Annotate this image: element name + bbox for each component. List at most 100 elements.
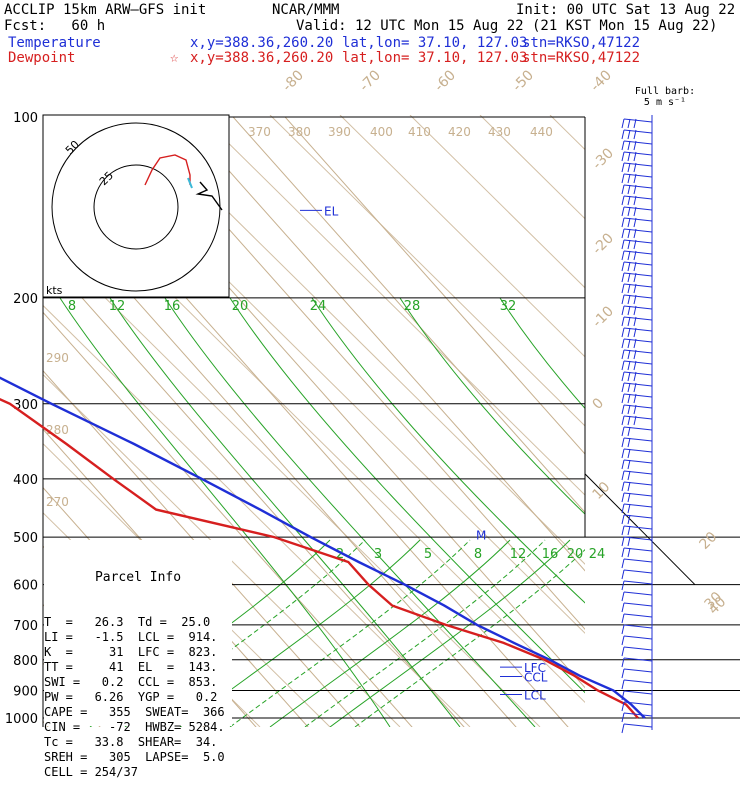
parcel-info-row: SREH = 305 LAPSE= 5.0 — [44, 750, 225, 764]
wind-barb — [623, 129, 653, 134]
wind-barb — [623, 514, 653, 519]
adiabat-line — [269, 115, 585, 427]
pressure-tick-label: 600 — [13, 579, 38, 594]
mixing-label: 20 — [567, 547, 584, 562]
init-time: Init: 00 UTC Sat 13 Aug 22 — [516, 2, 736, 18]
wind-barb — [623, 415, 653, 420]
wind-barb-flag — [633, 393, 637, 404]
wind-barb-flag — [621, 646, 625, 657]
wind-barb — [623, 613, 653, 618]
wind-barb — [623, 690, 653, 695]
theta-label: 430 — [488, 125, 511, 139]
wind-barb-flag — [627, 217, 631, 228]
wind-barb-flag — [621, 569, 625, 580]
wind-barb — [623, 558, 653, 563]
wind-barb — [623, 360, 653, 365]
pressure-tick-label: 500 — [13, 531, 38, 546]
wind-barb — [623, 580, 653, 585]
wind-barb-flag — [627, 338, 631, 349]
wind-barb — [623, 657, 653, 662]
dewpoint-station: stn=RKSO,47122 — [522, 50, 641, 66]
wind-barb — [623, 503, 653, 508]
wind-barb — [623, 701, 653, 706]
wind-barb-flag — [621, 195, 625, 206]
parcel-info-row: T = 26.3 Td = 25.0 — [44, 615, 211, 629]
org-label: NCAR/MMM — [272, 2, 340, 18]
wind-barb — [623, 426, 653, 431]
isotherm-line — [232, 116, 585, 514]
temperature-latlon: lat,lon= 37.10, 127.03 — [342, 35, 528, 51]
parcel-info-row: PW = 6.26 YGP = 0.2 — [44, 690, 218, 704]
wind-barb-flag — [621, 206, 625, 217]
wind-barb — [623, 338, 653, 343]
theta-label: 370 — [248, 125, 271, 139]
wind-barb-flag — [621, 514, 625, 525]
wind-barb — [623, 294, 653, 299]
level-marker-label: LCL — [524, 689, 546, 703]
wind-barb — [623, 591, 653, 596]
theta-label: 280 — [46, 423, 69, 437]
mixing-line — [499, 297, 585, 410]
mixing-label: 28 — [404, 299, 421, 314]
wind-barb-flag — [627, 250, 631, 261]
wind-barb-flag — [621, 151, 625, 162]
mixing-line — [311, 297, 585, 604]
wind-barb-flag — [633, 184, 637, 195]
wind-barb-flag — [621, 184, 625, 195]
wind-barb — [623, 646, 653, 651]
wind-barb-flag — [633, 327, 637, 338]
wind-barb-flag — [621, 679, 625, 690]
parcel-info-row: K = 31 LFC = 823. — [44, 645, 218, 659]
parcel-info-row: LI = -1.5 LCL = 914. — [44, 630, 218, 644]
wind-barb-flag — [627, 437, 631, 448]
hodograph-axis-label: kts — [46, 284, 63, 297]
forecast-hour: Fcst: 60 h — [4, 18, 106, 34]
mixing-label: 16 — [542, 547, 559, 562]
wind-barb-flag — [633, 228, 637, 239]
adiabat-line — [199, 115, 585, 496]
parcel-info-panel: Parcel Info T = 26.3 Td = 25.0 LI = -1.5 … — [44, 540, 232, 779]
wind-barb-flag — [621, 415, 625, 426]
wind-barb-flag — [627, 514, 631, 525]
wind-barb — [623, 261, 653, 266]
valid-time: Valid: 12 UTC Mon 15 Aug 22 (21 KST Mon … — [296, 18, 718, 34]
wind-barb — [623, 536, 653, 541]
theta-label: 420 — [448, 125, 471, 139]
wind-barb-flag — [621, 305, 625, 316]
wind-barb-flag — [621, 129, 625, 140]
theta-label: 380 — [288, 125, 311, 139]
wind-barb — [623, 217, 653, 222]
wind-barb-flag — [621, 437, 625, 448]
wind-barb-flag — [621, 723, 625, 734]
wind-barb-flag — [621, 371, 625, 382]
wind-barb-flag — [627, 195, 631, 206]
wind-barb-flag — [627, 382, 631, 393]
wind-barb-flag — [627, 404, 631, 415]
wind-barb — [623, 305, 653, 310]
adiabat-line — [409, 115, 585, 289]
wind-barb — [623, 437, 653, 442]
level-marker-label: M — [476, 528, 486, 542]
wind-barb-flag — [627, 305, 631, 316]
wind-barb-flag — [627, 459, 631, 470]
wind-barb — [623, 371, 653, 376]
isotherm-label: -20 — [590, 230, 617, 257]
temperature-station: stn=RKSO,47122 — [522, 35, 641, 51]
hodograph-ring-inner — [93, 164, 179, 250]
level-marker-label: EL — [324, 204, 339, 218]
wind-barb-flag — [627, 481, 631, 492]
wind-barb — [623, 393, 653, 398]
wind-barb-flag — [621, 316, 625, 327]
wind-barb-flag — [627, 294, 631, 305]
mixing-label: 24 — [310, 299, 327, 314]
wind-barb-flag — [627, 371, 631, 382]
mixing-label: 8 — [68, 299, 76, 314]
wind-barb-flag — [627, 206, 631, 217]
theta-label: 390 — [328, 125, 351, 139]
wind-barb — [623, 624, 653, 629]
temperature-legend-label: Temperature — [8, 35, 101, 51]
dewpoint-profile — [0, 397, 639, 719]
mixing-label: 3 — [374, 547, 382, 562]
mixing-label: 32 — [500, 299, 517, 314]
